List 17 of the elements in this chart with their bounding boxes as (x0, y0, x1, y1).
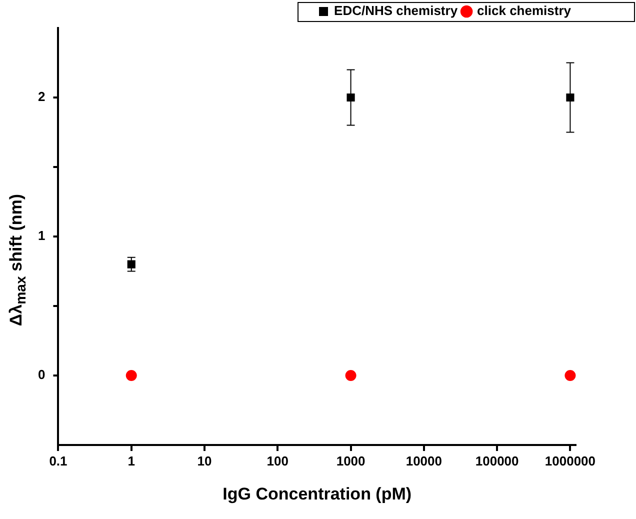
point (345, 370, 356, 381)
x-tick-label: 100000 (475, 453, 519, 468)
x-tick-label: 1000000 (544, 453, 596, 468)
y-tick-label: 0 (38, 367, 46, 382)
legend-label: EDC/NHS chemistry (334, 3, 458, 18)
x-tick-label: 10000 (406, 453, 442, 468)
x-tick-label: 10 (197, 453, 212, 468)
y-tick-label: 2 (38, 89, 46, 104)
x-tick-label: 1 (128, 453, 135, 468)
point (126, 370, 137, 381)
x-tick-label: 0.1 (49, 453, 68, 468)
y-tick-label: 1 (38, 228, 46, 244)
point (564, 370, 576, 381)
x-tick-label: 100 (266, 453, 288, 468)
legend-label: click chemistry (477, 3, 572, 18)
x-axis-title: IgG Concentration (pM) (222, 484, 412, 504)
x-tick-label: 1000 (336, 453, 366, 468)
